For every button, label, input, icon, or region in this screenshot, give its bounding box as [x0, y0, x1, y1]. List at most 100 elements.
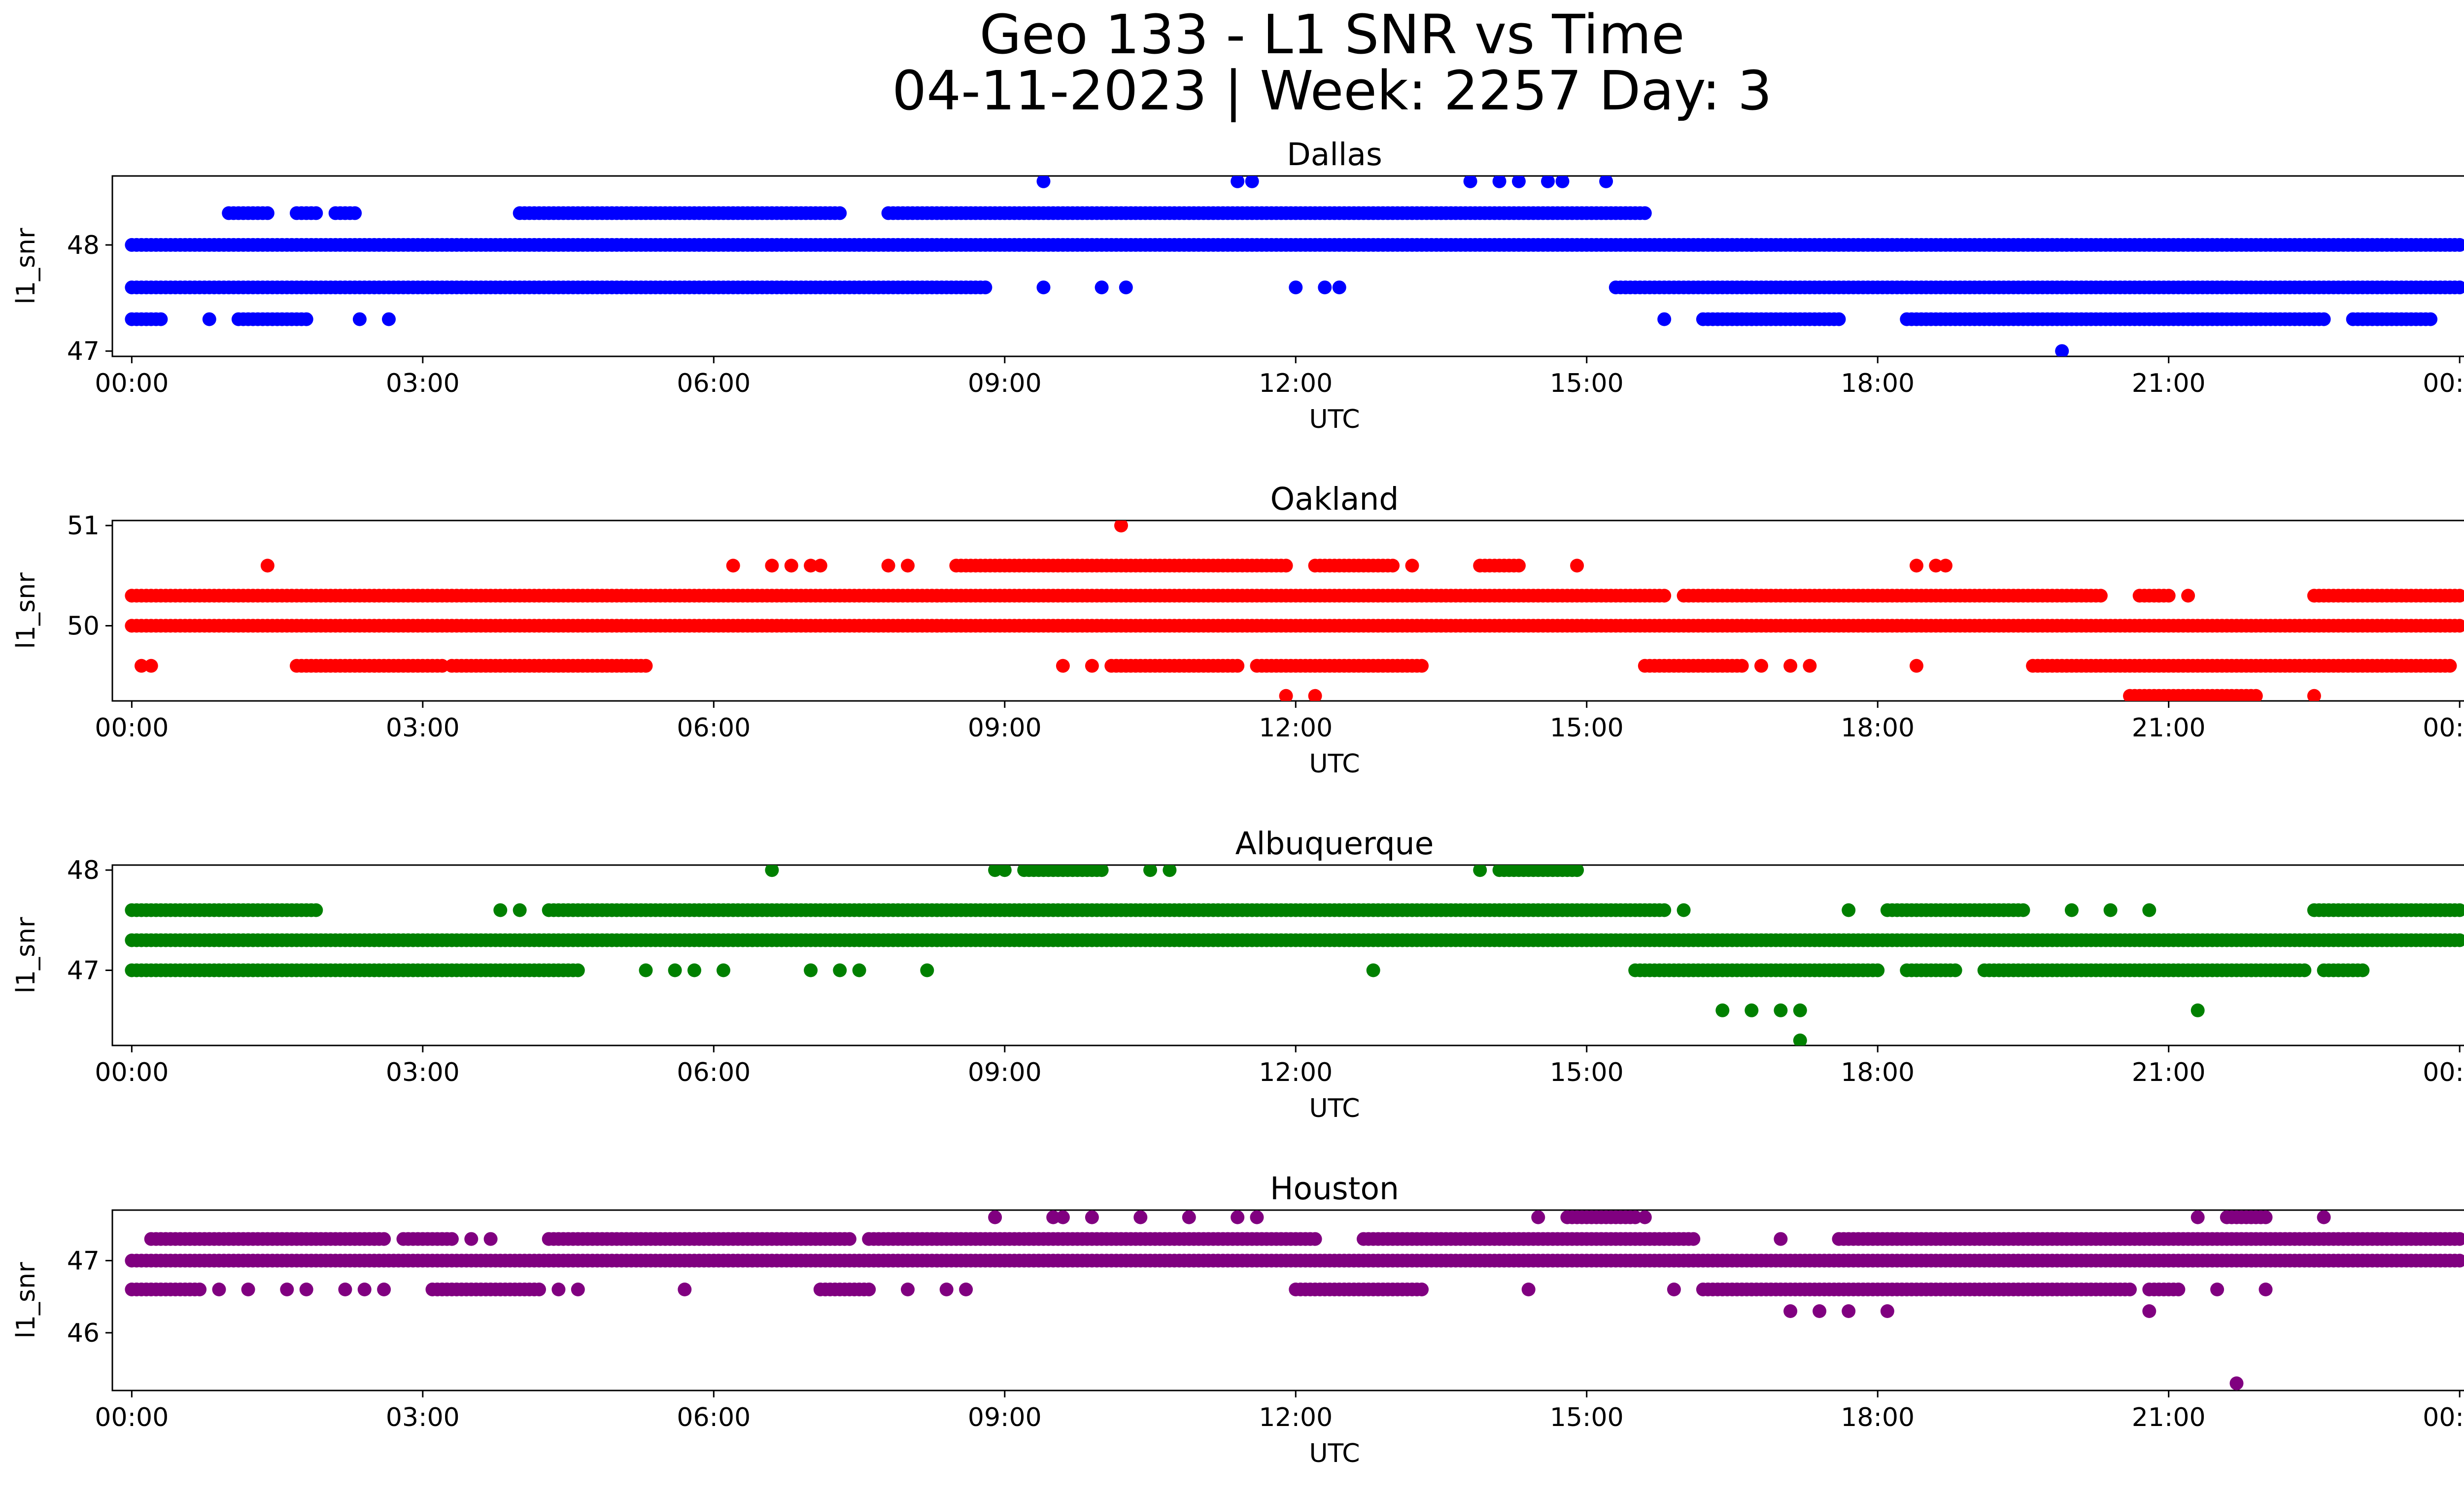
data-point: [2259, 1210, 2273, 1224]
data-point: [1657, 903, 1672, 917]
data-point: [804, 963, 818, 977]
y-tick-label: 51: [67, 511, 100, 541]
data-point: [1279, 558, 1293, 573]
data-point: [1095, 865, 1109, 877]
y-tick-label: 50: [67, 612, 100, 641]
x-tick-label: 03:00: [386, 369, 460, 398]
x-tick-label: 12:00: [1259, 1058, 1333, 1087]
data-points: [125, 865, 2464, 1045]
data-point: [2259, 1283, 2273, 1296]
data-point: [1492, 176, 1506, 188]
data-point: [1231, 1210, 1245, 1224]
x-tick-label: 09:00: [968, 713, 1042, 743]
data-point: [338, 1283, 352, 1296]
data-point: [1046, 1210, 1061, 1224]
x-tick-label: 15:00: [1550, 1403, 1624, 1432]
data-point: [920, 963, 934, 977]
data-point: [1143, 865, 1157, 877]
y-tick-label: 48: [67, 231, 100, 260]
data-point: [1783, 659, 1798, 673]
data-point: [988, 1210, 1002, 1224]
data-point: [2161, 589, 2176, 603]
data-point: [551, 1283, 566, 1296]
data-point: [1056, 1210, 1070, 1224]
data-point: [813, 558, 827, 573]
x-tick-label: 00:00: [95, 713, 169, 743]
data-point: [309, 903, 323, 917]
x-tick-label: 15:00: [1550, 369, 1624, 398]
data-point: [1803, 659, 1817, 673]
y-axis-label: l1_snr: [11, 228, 41, 305]
data-point: [193, 1283, 207, 1296]
data-point: [2190, 1210, 2205, 1224]
data-point: [1939, 558, 1952, 573]
data-point: [2453, 903, 2464, 917]
data-point: [1628, 1210, 1643, 1224]
data-point: [1531, 1210, 1545, 1224]
data-point: [1686, 1232, 1701, 1246]
data-point: [852, 963, 866, 977]
data-point: [2453, 238, 2464, 252]
data-point: [1095, 280, 1109, 295]
data-point: [513, 903, 527, 917]
data-point: [1463, 176, 1477, 188]
data-point: [1638, 1210, 1652, 1224]
data-point: [1948, 963, 1962, 977]
data-point: [435, 659, 449, 673]
x-tick-label: 18:00: [1841, 1058, 1915, 1087]
data-point: [154, 312, 168, 326]
data-point: [1473, 865, 1487, 877]
data-point: [445, 1232, 459, 1246]
x-tick-label: 06:00: [677, 1403, 751, 1432]
data-point: [1842, 903, 1856, 917]
data-point: [1745, 1003, 1759, 1017]
data-point: [1677, 903, 1691, 917]
data-point: [1880, 1304, 1894, 1318]
x-tick-label: 12:00: [1259, 713, 1333, 743]
data-point: [2424, 312, 2438, 326]
data-point: [532, 1283, 546, 1296]
x-tick-label: 09:00: [968, 1403, 1042, 1432]
data-point: [2142, 903, 2156, 917]
x-tick-label: 00:00: [95, 369, 169, 398]
x-tick-label: 21:00: [2132, 369, 2206, 398]
data-point: [2453, 619, 2464, 633]
data-point: [2181, 589, 2195, 603]
data-point: [1085, 1210, 1099, 1224]
data-point: [2453, 1253, 2464, 1268]
data-point: [881, 558, 895, 573]
data-point: [2055, 344, 2069, 356]
axes-frame: [111, 864, 2464, 1046]
data-point: [309, 206, 323, 220]
x-tick-label: 03:00: [386, 1058, 460, 1087]
data-point: [280, 1283, 294, 1296]
data-point: [1386, 558, 1400, 573]
data-point: [348, 206, 362, 220]
data-point: [2064, 903, 2079, 917]
y-axis-label: l1_snr: [11, 917, 41, 994]
data-point: [1813, 1304, 1827, 1318]
data-point: [1308, 1232, 1322, 1246]
data-point: [687, 963, 701, 977]
data-point: [1245, 176, 1259, 188]
data-point: [1910, 659, 1923, 673]
data-point: [2171, 1283, 2186, 1296]
data-point: [1774, 1232, 1788, 1246]
data-point: [352, 312, 367, 326]
data-point: [1521, 1283, 1536, 1296]
data-point: [959, 1283, 973, 1296]
data-points: [125, 176, 2464, 356]
axes-frame: [111, 520, 2464, 702]
data-point: [2142, 1304, 2156, 1318]
data-point: [1793, 1003, 1807, 1017]
data-point: [2229, 1376, 2244, 1391]
data-point: [571, 963, 585, 977]
data-point: [901, 558, 915, 573]
data-point: [1318, 280, 1332, 295]
data-point: [1745, 238, 1759, 252]
data-points: [125, 1210, 2464, 1391]
data-point: [1231, 659, 1245, 673]
x-tick-label: 06:00: [677, 713, 751, 743]
